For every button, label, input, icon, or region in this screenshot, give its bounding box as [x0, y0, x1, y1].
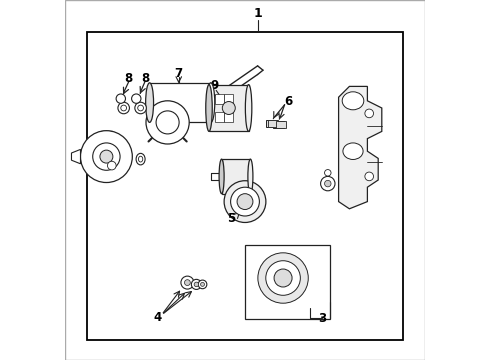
- Circle shape: [121, 105, 126, 111]
- Circle shape: [146, 101, 189, 144]
- Text: 5: 5: [227, 212, 236, 225]
- FancyBboxPatch shape: [224, 112, 233, 122]
- Circle shape: [194, 282, 198, 287]
- FancyBboxPatch shape: [65, 0, 425, 360]
- Text: 4: 4: [154, 311, 162, 324]
- FancyBboxPatch shape: [209, 85, 248, 131]
- Circle shape: [320, 176, 335, 191]
- Circle shape: [224, 181, 266, 222]
- FancyBboxPatch shape: [149, 83, 211, 122]
- FancyBboxPatch shape: [275, 121, 286, 128]
- Circle shape: [107, 161, 116, 170]
- FancyBboxPatch shape: [224, 94, 233, 104]
- Circle shape: [184, 280, 190, 285]
- Circle shape: [200, 283, 204, 286]
- Text: 6: 6: [284, 95, 293, 108]
- FancyBboxPatch shape: [87, 32, 403, 340]
- Circle shape: [324, 180, 331, 187]
- Text: 7: 7: [175, 67, 183, 80]
- Ellipse shape: [245, 85, 252, 131]
- Ellipse shape: [342, 92, 364, 110]
- Polygon shape: [339, 86, 382, 209]
- Circle shape: [222, 102, 235, 114]
- Circle shape: [258, 253, 308, 303]
- FancyBboxPatch shape: [215, 112, 224, 122]
- Circle shape: [198, 280, 207, 289]
- Circle shape: [365, 172, 373, 181]
- Ellipse shape: [136, 153, 145, 165]
- Ellipse shape: [219, 159, 224, 194]
- Circle shape: [365, 109, 373, 118]
- Circle shape: [181, 276, 194, 289]
- Text: 8: 8: [124, 72, 133, 85]
- Ellipse shape: [139, 156, 143, 162]
- Circle shape: [100, 150, 113, 163]
- Polygon shape: [72, 149, 80, 164]
- Circle shape: [266, 261, 300, 295]
- Text: 8: 8: [141, 72, 149, 85]
- Ellipse shape: [206, 85, 212, 131]
- Ellipse shape: [343, 143, 363, 159]
- Circle shape: [80, 131, 132, 183]
- FancyBboxPatch shape: [273, 121, 284, 128]
- Ellipse shape: [207, 83, 215, 122]
- Circle shape: [132, 94, 141, 103]
- Circle shape: [324, 170, 331, 176]
- Text: 1: 1: [253, 7, 262, 20]
- Circle shape: [274, 269, 292, 287]
- Circle shape: [118, 102, 129, 114]
- Circle shape: [156, 111, 179, 134]
- Circle shape: [135, 102, 147, 114]
- FancyBboxPatch shape: [245, 245, 330, 319]
- Ellipse shape: [146, 83, 153, 122]
- FancyBboxPatch shape: [269, 120, 278, 127]
- Circle shape: [138, 105, 144, 111]
- FancyBboxPatch shape: [215, 94, 224, 104]
- FancyBboxPatch shape: [266, 120, 277, 127]
- Circle shape: [231, 187, 259, 216]
- Text: 2: 2: [232, 185, 240, 198]
- Text: 3: 3: [318, 312, 326, 325]
- Circle shape: [93, 143, 120, 170]
- Circle shape: [237, 194, 253, 210]
- Circle shape: [116, 94, 125, 103]
- FancyBboxPatch shape: [221, 159, 250, 194]
- Text: 9: 9: [210, 79, 219, 92]
- Circle shape: [192, 279, 201, 289]
- Ellipse shape: [248, 159, 253, 194]
